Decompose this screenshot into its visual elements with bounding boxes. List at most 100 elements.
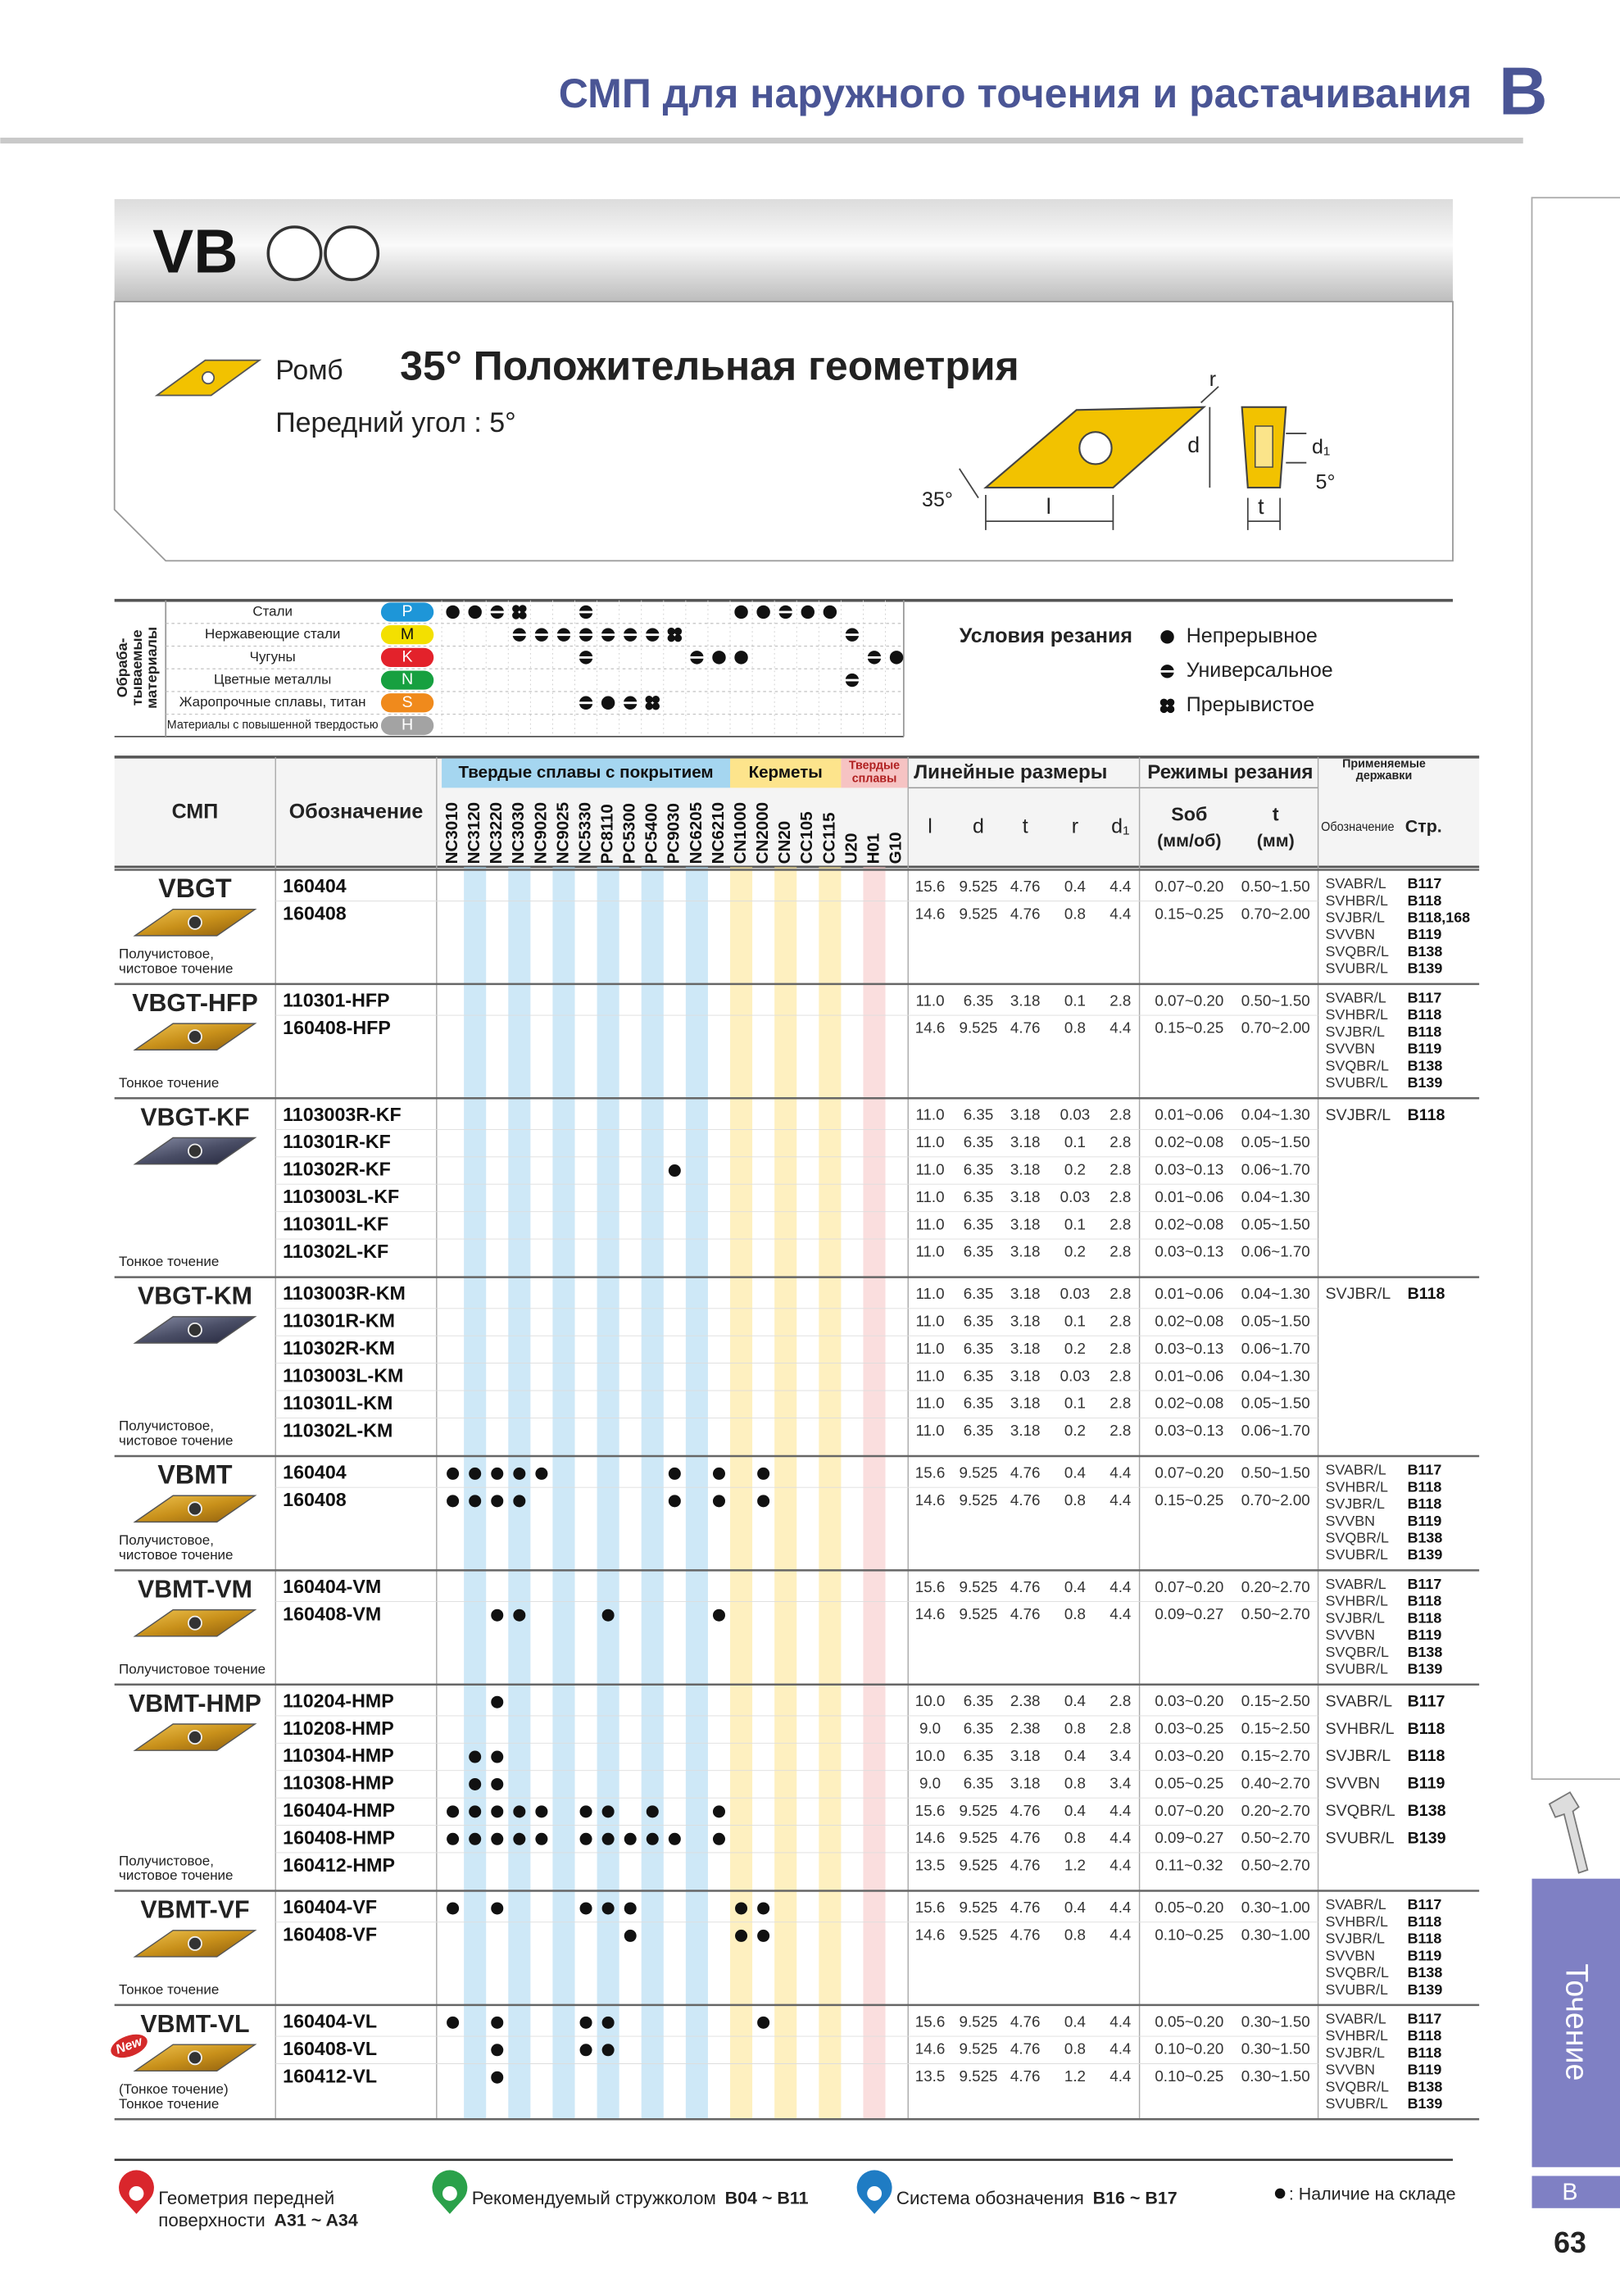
sidebar-section-box (1532, 2176, 1620, 2208)
insert-code: 160412-VL (283, 2065, 377, 2086)
mark-stripe (579, 701, 593, 705)
feed: 0.15~0.25 (1155, 1491, 1223, 1509)
dimension: 4.76 (1010, 1857, 1041, 1874)
insert-code: 160404-VF (283, 1896, 377, 1917)
stock-dot (579, 2044, 592, 2057)
depth: 0.15~2.70 (1241, 1747, 1310, 1764)
grade-name: H01 (864, 833, 883, 864)
condition-mark (468, 605, 482, 619)
depth: 0.70~2.00 (1241, 1491, 1310, 1509)
holder-page: B138 (1408, 943, 1443, 960)
grade-name: NC9020 (531, 802, 550, 864)
dimension: 0.4 (1064, 1692, 1086, 1709)
grade-name: CN20 (775, 821, 794, 864)
dimension: 0.8 (1064, 905, 1086, 922)
feed: 0.15~0.25 (1155, 1019, 1223, 1037)
material-name: Цветные металлы (214, 672, 331, 687)
grade-column-tint (685, 866, 708, 2120)
grade-name: NC3220 (487, 802, 506, 864)
stock-dot (491, 1805, 504, 1818)
dimension: 4.76 (1010, 1491, 1041, 1509)
dimension: 2.8 (1109, 1188, 1131, 1205)
holder-name: SVHBR/L (1326, 2027, 1388, 2044)
dimension: 0.4 (1064, 1578, 1086, 1595)
dimension: 6.35 (964, 1395, 994, 1412)
dimension: 3.18 (1010, 1243, 1041, 1260)
mark-lobe (674, 634, 683, 642)
condition-mark (489, 605, 505, 619)
holder-page: B118,168 (1408, 910, 1471, 926)
col-head: СМП (172, 800, 219, 823)
feed: 0.01~0.06 (1155, 1106, 1223, 1123)
grade-name: U20 (842, 833, 860, 864)
stock-dot (579, 1805, 592, 1818)
dimension: 6.35 (964, 1243, 994, 1260)
dimension: 2.8 (1109, 1106, 1131, 1123)
stock-dot (535, 1467, 548, 1480)
family-description: чистовое точение (119, 1547, 233, 1563)
holder-name: SVQBR/L (1326, 943, 1389, 960)
grade-column-tint (464, 866, 487, 2120)
depth: 0.70~2.00 (1241, 905, 1310, 922)
stock-dot (668, 1832, 681, 1845)
series-name: VB (152, 217, 238, 286)
feed: 0.03~0.13 (1155, 1160, 1223, 1177)
stock-dot (579, 1832, 592, 1845)
mark-stripe (1159, 669, 1175, 673)
family-description: Получистовое, (119, 1418, 214, 1434)
link-pages: B16 ~ B17 (1093, 2189, 1178, 2208)
stock-dot (535, 1805, 548, 1818)
dim-head: t (1023, 814, 1028, 837)
condition-mark (645, 628, 660, 642)
holder-page: B119 (1408, 1627, 1442, 1643)
holder-page: B117 (1408, 989, 1442, 1005)
feed: 0.01~0.06 (1155, 1285, 1223, 1302)
depth: 0.50~1.50 (1241, 1463, 1310, 1481)
dim-label: d₁ (1312, 435, 1330, 458)
dimension: 3.18 (1010, 1215, 1041, 1232)
holder-name: SVVBN (1326, 1775, 1381, 1793)
holder-page: B118 (1408, 1931, 1442, 1947)
dimension: 0.8 (1064, 1926, 1086, 1943)
dimension: 0.03 (1060, 1367, 1091, 1384)
shape-icon-hole (202, 371, 216, 385)
condition-mark (1160, 630, 1174, 644)
sidebar-tab-label: Точение (1559, 1963, 1594, 2080)
dimension: 9.525 (960, 1899, 998, 1916)
col-head: Применяемые (1342, 758, 1426, 771)
insert-code: 160404 (283, 1462, 347, 1483)
dimension: 2.8 (1109, 1422, 1131, 1439)
insert-code: 160404-HMP (283, 1799, 395, 1821)
dimension: 9.525 (960, 905, 998, 922)
link-icon-core (442, 2185, 457, 2201)
depth: 0.15~2.50 (1241, 1720, 1310, 1737)
material-code: M (401, 625, 414, 643)
depth: 0.30~1.50 (1241, 2067, 1310, 2085)
dimension: 11.0 (915, 1395, 944, 1412)
dimension: 0.8 (1064, 2040, 1086, 2058)
holder-page: B139 (1408, 1981, 1443, 1998)
dimension: 3.18 (1010, 1188, 1041, 1205)
stock-dot (513, 1467, 526, 1480)
dimension: 9.525 (960, 1491, 998, 1509)
mark-lobe (512, 611, 520, 619)
depth: 0.50~2.70 (1241, 1605, 1310, 1622)
holder-page: B118 (1408, 1285, 1445, 1303)
page-title: СМП для наружного точения и растачивания (559, 70, 1473, 116)
grade-group-name: Твердые (849, 759, 900, 772)
condition-mark (667, 627, 683, 642)
holder-page: B117 (1408, 1576, 1442, 1592)
insert-code: 110301R-KF (283, 1131, 391, 1152)
col-head: t (1273, 803, 1279, 824)
insert-image-hole (188, 2050, 202, 2066)
feed: 0.02~0.08 (1155, 1312, 1223, 1329)
mark-dot (468, 605, 482, 619)
feed: 0.11~0.32 (1155, 1857, 1223, 1874)
dimension: 14.6 (915, 905, 946, 922)
dimension: 14.6 (915, 1605, 946, 1622)
material-name: Жаропрочные сплавы, титан (179, 694, 366, 710)
dimension: 0.1 (1064, 1215, 1086, 1232)
insert-image-hole (188, 1029, 202, 1045)
grade-name: CC105 (797, 811, 816, 864)
family-description: Тонкое точение (119, 1982, 219, 1998)
